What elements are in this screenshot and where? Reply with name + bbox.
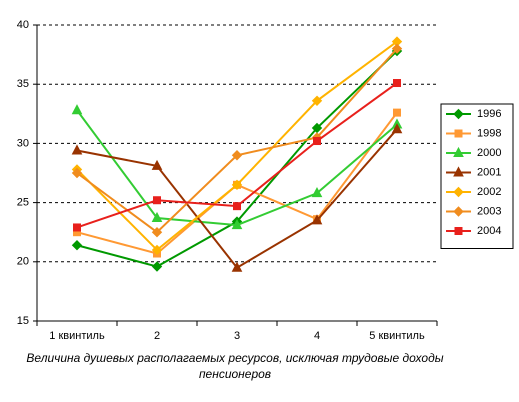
x-tick-label: 2	[154, 330, 160, 342]
data-point	[311, 95, 323, 106]
legend-marker	[453, 186, 464, 198]
data-point	[71, 240, 83, 251]
x-tick-label: 3	[234, 330, 240, 342]
y-tick-label: 20	[17, 256, 29, 268]
data-point	[311, 187, 323, 198]
data-point	[151, 226, 163, 238]
data-point	[151, 244, 163, 256]
data-point	[393, 108, 401, 117]
data-point	[71, 167, 83, 179]
legend-marker	[453, 206, 464, 217]
y-tick-label: 35	[17, 78, 29, 90]
data-point	[311, 214, 323, 225]
data-point	[231, 261, 243, 272]
y-tick-label: 40	[17, 19, 29, 31]
legend-box	[440, 103, 514, 249]
data-point	[391, 43, 403, 54]
data-point	[393, 79, 401, 88]
legend-marker	[454, 227, 463, 235]
x-tick-label: 4	[314, 330, 320, 342]
legend-label: 2002	[477, 186, 501, 198]
data-point	[391, 123, 403, 134]
legend-label: 2003	[477, 205, 501, 217]
legend-label: 2001	[477, 166, 501, 178]
legend-marker	[453, 108, 464, 120]
data-point	[151, 261, 163, 272]
data-point	[71, 104, 83, 115]
data-point	[313, 137, 321, 146]
legend-marker	[454, 129, 463, 138]
data-point	[73, 223, 81, 232]
data-point	[231, 179, 243, 191]
y-tick-label: 25	[17, 197, 29, 209]
data-point	[71, 144, 83, 155]
legend-label: 1996	[477, 108, 501, 120]
legend-label: 1998	[477, 127, 501, 139]
data-point	[231, 150, 243, 161]
data-point	[231, 219, 243, 230]
legend-marker	[453, 166, 464, 177]
series-line	[76, 128, 398, 270]
x-tick-label: 1 квинтиль	[49, 330, 105, 342]
data-point	[233, 202, 241, 211]
legend-label: 2004	[477, 225, 501, 237]
data-point	[151, 211, 163, 222]
data-point	[153, 196, 161, 205]
legend-label: 2000	[477, 147, 501, 159]
x-axis-label: Величина душевых располагаемых ресурсов,…	[26, 351, 444, 381]
x-tick-label: 5 квинтиль	[369, 330, 425, 342]
data-point	[151, 159, 163, 170]
y-tick-label: 30	[17, 137, 29, 149]
legend-marker	[453, 146, 464, 157]
y-tick-label: 15	[17, 315, 29, 327]
